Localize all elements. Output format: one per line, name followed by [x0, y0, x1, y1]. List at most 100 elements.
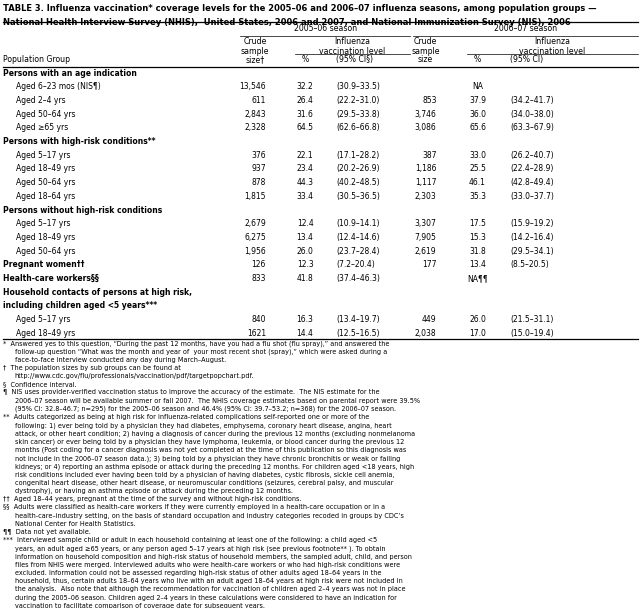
Text: (15.0–19.4): (15.0–19.4)	[510, 328, 554, 337]
Text: 13,546: 13,546	[239, 83, 266, 91]
Text: 6,275: 6,275	[244, 233, 266, 242]
Text: excluded. Information could not be assessed regarding high-risk status of other : excluded. Information could not be asses…	[15, 570, 381, 576]
Text: NA: NA	[472, 83, 483, 91]
Text: Aged 18–49 yrs: Aged 18–49 yrs	[16, 164, 75, 173]
Text: 16.3: 16.3	[297, 315, 313, 324]
Text: (14.2–16.4): (14.2–16.4)	[510, 233, 554, 242]
Text: Aged 18–64 yrs: Aged 18–64 yrs	[16, 192, 75, 201]
Text: (29.5–33.8): (29.5–33.8)	[336, 109, 379, 119]
Text: %: %	[301, 55, 309, 64]
Text: not include in the 2006–07 season data.); 3) being told by a physician they have: not include in the 2006–07 season data.)…	[15, 455, 400, 461]
Text: (33.0–37.7): (33.0–37.7)	[510, 192, 554, 201]
Text: Crude
sample: Crude sample	[412, 37, 440, 57]
Text: 26.0: 26.0	[469, 315, 486, 324]
Text: months (Post coding for a cancer diagnosis was not yet completed at the time of : months (Post coding for a cancer diagnos…	[15, 447, 406, 454]
Text: 1,815: 1,815	[244, 192, 266, 201]
Text: (29.5–34.1): (29.5–34.1)	[510, 246, 554, 255]
Text: †  The population sizes by sub groups can be found at: † The population sizes by sub groups can…	[3, 365, 181, 371]
Text: follow-up question “What was the month and year of  your most recent shot (spray: follow-up question “What was the month a…	[15, 348, 387, 355]
Text: 41.8: 41.8	[297, 274, 313, 283]
Point	[406, 32, 414, 40]
Text: 64.5: 64.5	[297, 123, 313, 133]
Text: 25.5: 25.5	[469, 164, 486, 173]
Text: 13.4: 13.4	[297, 233, 313, 242]
Text: ¶¶  Data not yet available.: ¶¶ Data not yet available.	[3, 529, 91, 535]
Text: 937: 937	[251, 164, 266, 173]
Text: 3,746: 3,746	[415, 109, 437, 119]
Text: *  Answered yes to this question, “During the past 12 months, have you had a flu: * Answered yes to this question, “During…	[3, 340, 390, 347]
Text: 3,086: 3,086	[415, 123, 437, 133]
Text: (95% CI§): (95% CI§)	[336, 55, 373, 64]
Text: Aged 50–64 yrs: Aged 50–64 yrs	[16, 109, 76, 119]
Text: congenital heart disease, other heart disease, or neuromuscular conditions (seiz: congenital heart disease, other heart di…	[15, 480, 393, 486]
Text: (40.2–48.5): (40.2–48.5)	[336, 178, 379, 187]
Text: (21.5–31.1): (21.5–31.1)	[510, 315, 554, 324]
Text: 1,186: 1,186	[415, 164, 437, 173]
Text: 15.3: 15.3	[469, 233, 486, 242]
Point	[291, 50, 299, 58]
Text: 17.0: 17.0	[469, 328, 486, 337]
Text: Aged 50–64 yrs: Aged 50–64 yrs	[16, 246, 76, 255]
Text: Aged 5–17 yrs: Aged 5–17 yrs	[16, 219, 71, 228]
Text: **  Adults categorized as being at high risk for influenza-related complications: ** Adults categorized as being at high r…	[3, 414, 369, 420]
Text: 32.2: 32.2	[297, 83, 313, 91]
Text: (22.4–28.9): (22.4–28.9)	[510, 164, 554, 173]
Text: 878: 878	[252, 178, 266, 187]
Text: Aged 5–17 yrs: Aged 5–17 yrs	[16, 315, 71, 324]
Text: 611: 611	[252, 96, 266, 105]
Text: 1,117: 1,117	[415, 178, 437, 187]
Text: NA¶¶: NA¶¶	[467, 274, 488, 283]
Text: size: size	[418, 55, 433, 64]
Text: (62.6–66.8): (62.6–66.8)	[336, 123, 379, 133]
Text: (17.1–28.2): (17.1–28.2)	[336, 151, 379, 160]
Text: (20.2–26.9): (20.2–26.9)	[336, 164, 379, 173]
Text: size†: size†	[246, 55, 265, 64]
Text: information on household composition and high-risk status of household members, : information on household composition and…	[15, 554, 412, 559]
Text: 14.4: 14.4	[297, 328, 313, 337]
Text: Influenza
vaccination level: Influenza vaccination level	[519, 37, 585, 57]
Text: (63.3–67.9): (63.3–67.9)	[510, 123, 554, 133]
Text: (13.4–19.7): (13.4–19.7)	[336, 315, 379, 324]
Text: 33.0: 33.0	[469, 151, 486, 160]
Text: 2,303: 2,303	[415, 192, 437, 201]
Text: (23.7–28.4): (23.7–28.4)	[336, 246, 379, 255]
Text: Aged 6–23 mos (NIS¶): Aged 6–23 mos (NIS¶)	[16, 83, 101, 91]
Text: 833: 833	[251, 274, 266, 283]
Text: Pregnant women††: Pregnant women††	[3, 260, 85, 269]
Text: §  Confidence interval.: § Confidence interval.	[3, 381, 77, 387]
Text: 35.3: 35.3	[469, 192, 486, 201]
Text: 387: 387	[422, 151, 437, 160]
Point	[237, 32, 244, 40]
Text: attack, or other heart condition; 2) having a diagnosis of cancer during the pre: attack, or other heart condition; 2) hav…	[15, 430, 415, 437]
Text: 12.3: 12.3	[297, 260, 313, 269]
Text: 13.4: 13.4	[469, 260, 486, 269]
Text: 1621: 1621	[247, 328, 266, 337]
Point	[410, 32, 417, 40]
Text: http://www.cdc.gov/flu/professionals/vaccination/pdf/targetpopchart.pdf.: http://www.cdc.gov/flu/professionals/vac…	[15, 373, 254, 379]
Text: 31.8: 31.8	[469, 246, 486, 255]
Text: Aged 50–64 yrs: Aged 50–64 yrs	[16, 178, 76, 187]
Text: (95% CI: 32.8–46.7; n=295) for the 2005–06 season and 46.4% (95% CI: 39.7–53.2; : (95% CI: 32.8–46.7; n=295) for the 2005–…	[15, 406, 396, 412]
Text: Household contacts of persons at high risk,: Household contacts of persons at high ri…	[3, 288, 192, 297]
Text: kidneys; or 4) reporting an asthma episode or attack during the preceding 12 mon: kidneys; or 4) reporting an asthma episo…	[15, 463, 414, 470]
Text: Persons with high-risk conditions**: Persons with high-risk conditions**	[3, 137, 156, 146]
Text: Persons with an age indication: Persons with an age indication	[3, 69, 137, 78]
Text: (15.9–19.2): (15.9–19.2)	[510, 219, 554, 228]
Text: 31.6: 31.6	[297, 109, 313, 119]
Text: ††  Aged 18–44 years, pregnant at the time of the survey and without high-risk c: †† Aged 18–44 years, pregnant at the tim…	[3, 496, 302, 502]
Text: 2,328: 2,328	[244, 123, 266, 133]
Text: following: 1) ever being told by a physician they had diabetes, emphysema, coron: following: 1) ever being told by a physi…	[15, 423, 392, 429]
Text: 23.4: 23.4	[297, 164, 313, 173]
Text: Health-care workers§§: Health-care workers§§	[3, 274, 99, 283]
Text: 2,679: 2,679	[244, 219, 266, 228]
Text: Aged 5–17 yrs: Aged 5–17 yrs	[16, 151, 71, 160]
Text: %: %	[474, 55, 481, 64]
Text: 44.3: 44.3	[297, 178, 313, 187]
Text: (12.4–14.6): (12.4–14.6)	[336, 233, 379, 242]
Text: 26.0: 26.0	[297, 246, 313, 255]
Text: 449: 449	[422, 315, 437, 324]
Text: Crude
sample: Crude sample	[241, 37, 269, 57]
Text: Aged 18–49 yrs: Aged 18–49 yrs	[16, 328, 75, 337]
Text: 126: 126	[252, 260, 266, 269]
Text: 3,307: 3,307	[415, 219, 437, 228]
